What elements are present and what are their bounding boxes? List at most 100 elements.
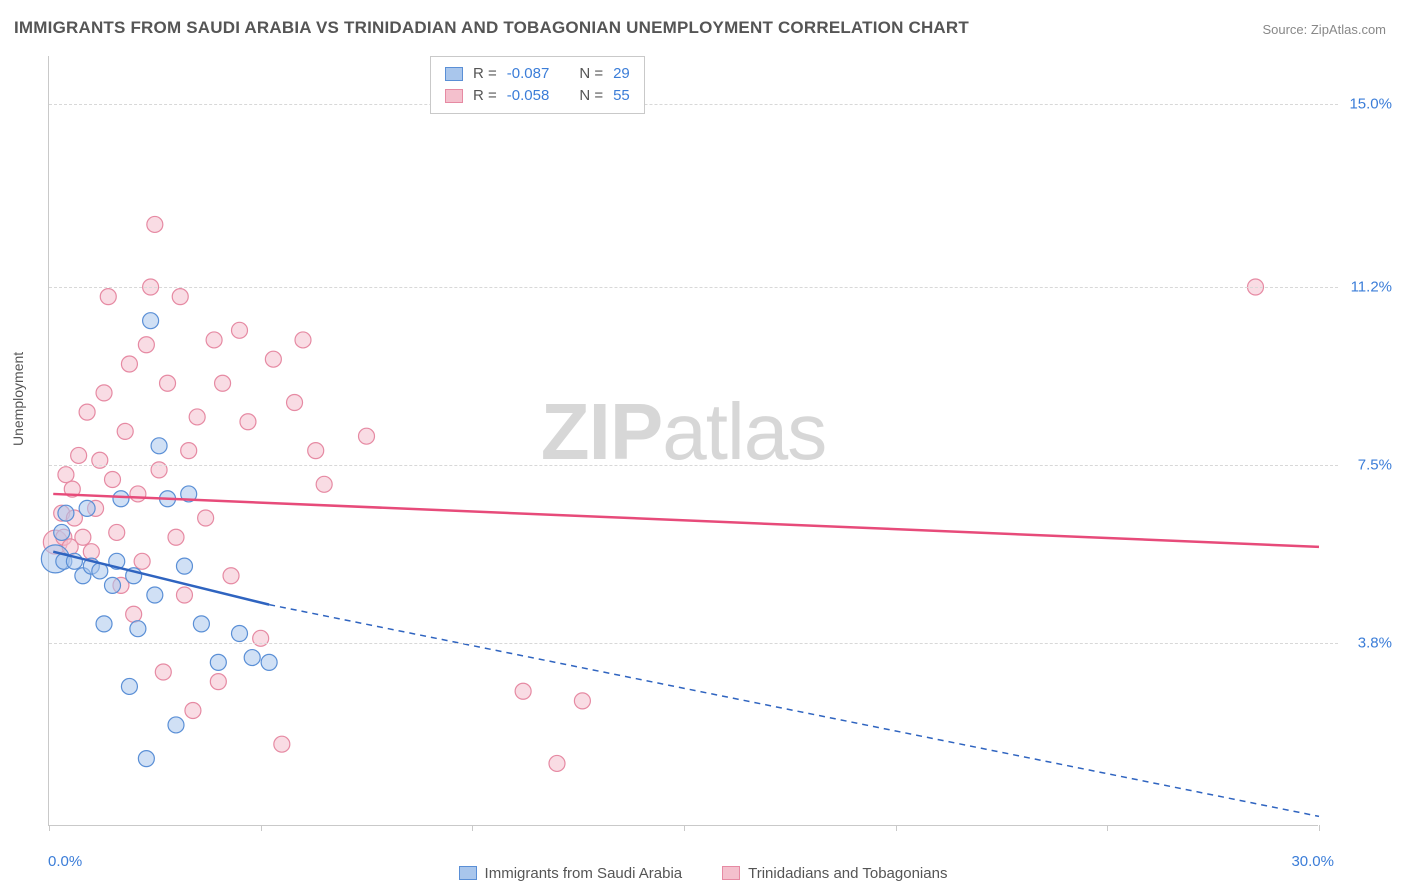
scatter-point-trinidad	[223, 568, 239, 584]
scatter-point-trinidad	[134, 553, 150, 569]
scatter-point-trinidad	[176, 587, 192, 603]
stats-box: R = -0.087 N = 29 R = -0.058 N = 55	[430, 56, 645, 114]
scatter-point-saudi	[121, 678, 137, 694]
scatter-point-trinidad	[189, 409, 205, 425]
chart-svg	[49, 56, 1318, 825]
legend-label-saudi: Immigrants from Saudi Arabia	[485, 865, 683, 882]
scatter-point-saudi	[54, 524, 70, 540]
x-tick	[261, 825, 262, 831]
grid-line	[49, 287, 1338, 288]
scatter-point-trinidad	[117, 423, 133, 439]
legend-item-saudi: Immigrants from Saudi Arabia	[459, 865, 683, 882]
scatter-point-trinidad	[240, 414, 256, 430]
stats-R-label: R =	[473, 85, 497, 107]
scatter-point-trinidad	[274, 736, 290, 752]
scatter-point-saudi	[105, 577, 121, 593]
regression-line-trinidad	[53, 494, 1319, 547]
y-tick-label: 3.8%	[1358, 635, 1392, 652]
y-tick-label: 11.2%	[1351, 279, 1392, 296]
scatter-point-saudi	[130, 621, 146, 637]
scatter-point-saudi	[143, 313, 159, 329]
source-attribution: Source: ZipAtlas.com	[1262, 22, 1386, 37]
scatter-point-trinidad	[549, 755, 565, 771]
grid-line	[49, 104, 1338, 105]
scatter-point-trinidad	[359, 428, 375, 444]
legend-swatch-saudi	[459, 866, 477, 880]
stats-N-value: 55	[613, 85, 630, 107]
grid-line	[49, 643, 1338, 644]
x-tick	[49, 825, 50, 831]
legend-swatch-trinidad	[722, 866, 740, 880]
scatter-point-trinidad	[75, 529, 91, 545]
scatter-point-trinidad	[206, 332, 222, 348]
scatter-point-trinidad	[147, 216, 163, 232]
chart-title: IMMIGRANTS FROM SAUDI ARABIA VS TRINIDAD…	[14, 18, 969, 38]
stats-N-label: N =	[579, 85, 603, 107]
stats-N-value: 29	[613, 63, 630, 85]
stats-R-value: -0.087	[507, 63, 550, 85]
scatter-point-trinidad	[574, 693, 590, 709]
stats-R-value: -0.058	[507, 85, 550, 107]
scatter-point-saudi	[176, 558, 192, 574]
scatter-point-trinidad	[308, 443, 324, 459]
scatter-point-trinidad	[126, 606, 142, 622]
scatter-point-trinidad	[71, 447, 87, 463]
y-tick-label: 7.5%	[1358, 457, 1392, 474]
scatter-point-trinidad	[155, 664, 171, 680]
x-tick	[1319, 825, 1320, 831]
scatter-point-trinidad	[130, 486, 146, 502]
stats-row-trinidad: R = -0.058 N = 55	[445, 85, 630, 107]
scatter-point-saudi	[79, 500, 95, 516]
plot-area: ZIPatlas	[48, 56, 1318, 826]
scatter-point-saudi	[138, 751, 154, 767]
scatter-point-trinidad	[287, 395, 303, 411]
scatter-point-trinidad	[96, 385, 112, 401]
scatter-point-saudi	[210, 654, 226, 670]
scatter-point-saudi	[58, 505, 74, 521]
scatter-point-saudi	[261, 654, 277, 670]
y-tick-label: 15.0%	[1349, 96, 1392, 113]
scatter-point-trinidad	[83, 544, 99, 560]
scatter-point-trinidad	[172, 289, 188, 305]
stats-N-label: N =	[579, 63, 603, 85]
y-axis-label: Unemployment	[10, 352, 26, 446]
scatter-point-saudi	[232, 626, 248, 642]
scatter-point-trinidad	[160, 375, 176, 391]
scatter-point-trinidad	[232, 322, 248, 338]
x-tick	[1107, 825, 1108, 831]
bottom-legend: Immigrants from Saudi Arabia Trinidadians…	[0, 865, 1406, 885]
scatter-point-trinidad	[138, 337, 154, 353]
scatter-point-trinidad	[105, 472, 121, 488]
scatter-point-saudi	[193, 616, 209, 632]
stats-R-label: R =	[473, 63, 497, 85]
scatter-point-trinidad	[109, 524, 125, 540]
scatter-point-trinidad	[210, 674, 226, 690]
scatter-point-saudi	[244, 650, 260, 666]
scatter-point-saudi	[113, 491, 129, 507]
scatter-point-trinidad	[100, 289, 116, 305]
scatter-point-trinidad	[58, 467, 74, 483]
scatter-point-trinidad	[316, 476, 332, 492]
grid-line	[49, 465, 1338, 466]
stats-swatch-trinidad	[445, 89, 463, 103]
scatter-point-trinidad	[198, 510, 214, 526]
scatter-point-trinidad	[515, 683, 531, 699]
regression-line-saudi-dashed	[269, 605, 1319, 817]
x-tick	[472, 825, 473, 831]
scatter-point-trinidad	[79, 404, 95, 420]
x-tick	[896, 825, 897, 831]
scatter-point-trinidad	[181, 443, 197, 459]
scatter-point-saudi	[151, 438, 167, 454]
legend-item-trinidad: Trinidadians and Tobagonians	[722, 865, 947, 882]
scatter-point-trinidad	[215, 375, 231, 391]
x-tick	[684, 825, 685, 831]
scatter-point-trinidad	[168, 529, 184, 545]
legend-label-trinidad: Trinidadians and Tobagonians	[748, 865, 947, 882]
stats-swatch-saudi	[445, 67, 463, 81]
stats-row-saudi: R = -0.087 N = 29	[445, 63, 630, 85]
scatter-point-trinidad	[185, 703, 201, 719]
scatter-point-saudi	[96, 616, 112, 632]
scatter-point-trinidad	[265, 351, 281, 367]
scatter-point-trinidad	[295, 332, 311, 348]
scatter-point-trinidad	[121, 356, 137, 372]
